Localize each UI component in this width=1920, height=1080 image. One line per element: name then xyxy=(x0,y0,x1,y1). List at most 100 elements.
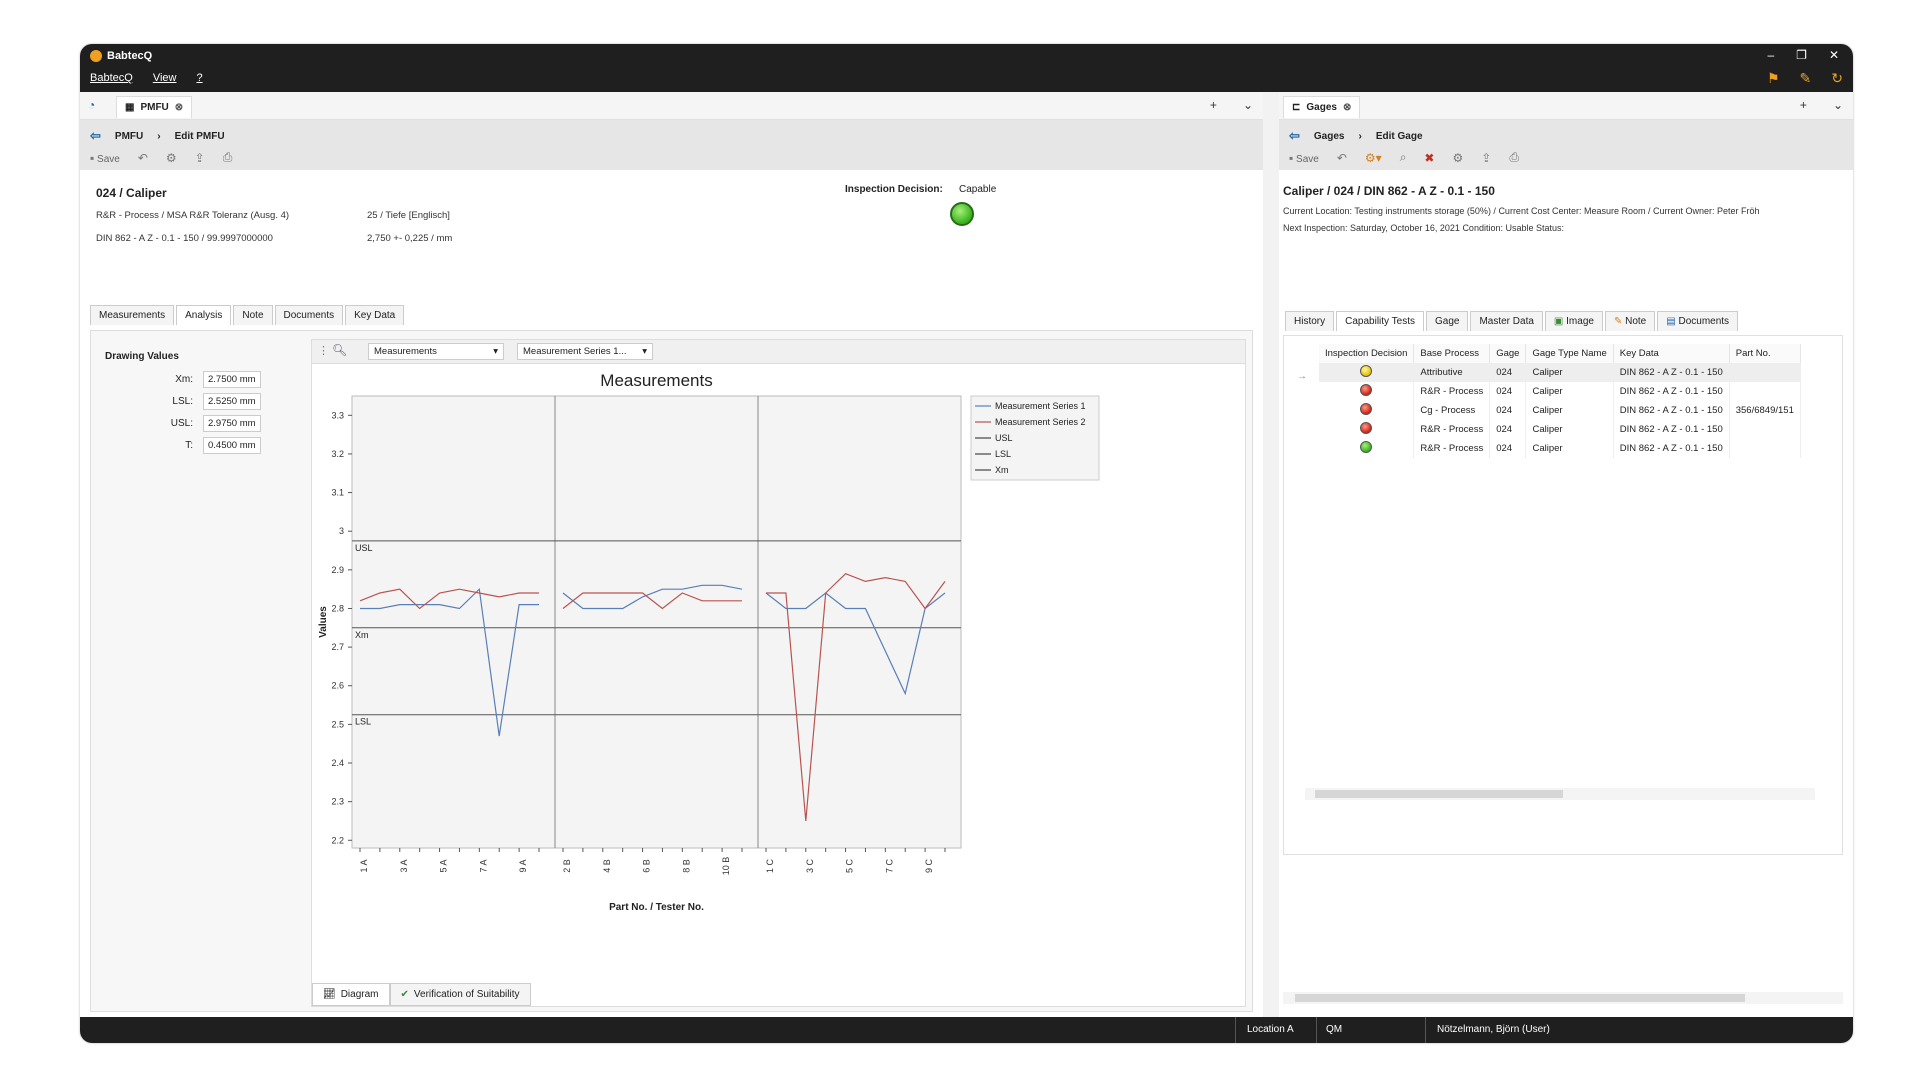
xm-field[interactable]: 2.7500 mm xyxy=(203,371,261,388)
save-button[interactable]: ▪ Save xyxy=(90,151,120,165)
add-tab-icon[interactable]: + xyxy=(1209,98,1217,112)
menu-bar: BabtecQ View ? xyxy=(90,72,203,84)
status-module: QM xyxy=(1326,1024,1343,1035)
key-data-cell: DIN 862 - A Z - 0.1 - 150 xyxy=(1613,439,1730,458)
tab-documents[interactable]: ▤ Documents xyxy=(1657,311,1739,331)
menu-babtecq[interactable]: BabtecQ xyxy=(90,72,133,84)
legend-label: Xm xyxy=(995,465,1009,475)
tab-image-label: Image xyxy=(1566,316,1594,327)
breadcrumb: ⇦ PMFU › Edit PMFU xyxy=(90,128,225,144)
users-icon[interactable]: ⚑ xyxy=(1766,70,1780,86)
horizontal-scrollbar[interactable] xyxy=(1305,788,1815,800)
gear-icon[interactable]: ⚙ xyxy=(165,150,177,165)
window-controls: – ❐ ✕ xyxy=(1767,48,1839,62)
decision-lamp-icon xyxy=(1360,403,1373,415)
tab-note[interactable]: Note xyxy=(233,305,273,325)
tab-verification[interactable]: ✔ Verification of Suitability xyxy=(389,983,531,1006)
undo-icon[interactable]: ↶ xyxy=(137,150,148,165)
scrollbar-thumb[interactable] xyxy=(1315,790,1563,798)
tab-capability-tests[interactable]: Capability Tests xyxy=(1336,311,1424,331)
col-gage-type-name[interactable]: Gage Type Name xyxy=(1525,344,1614,363)
tab-close-icon[interactable]: ⊗ xyxy=(1342,102,1352,113)
doc-tab-strip: ◔ ▦ PMFU ⊗ + ⌄ xyxy=(80,92,1263,120)
col-inspection-decision[interactable]: Inspection Decision xyxy=(1319,344,1415,363)
table-row[interactable]: Attributive 024 Caliper DIN 862 - A Z - 0.1… xyxy=(1319,363,1801,382)
back-arrow-icon[interactable]: ⇦ xyxy=(1289,128,1300,143)
col-base-process[interactable]: Base Process xyxy=(1413,344,1491,363)
search-icon[interactable]: ⌕ xyxy=(1399,150,1407,164)
toolbar-right: ▪ Save ↶ ⚙▾ ⌕ ✖ ⚙ ⇪ ⎙ xyxy=(1289,150,1519,165)
settings-icon[interactable]: ⚙▾ xyxy=(1364,150,1382,165)
series-1-line xyxy=(765,592,946,696)
status-user: Nötzelmann, Björn (User) xyxy=(1437,1024,1550,1035)
t-field[interactable]: 0.4500 mm xyxy=(203,437,261,454)
table-row[interactable]: R&R - Process 024 Caliper DIN 862 - A Z - 0… xyxy=(1319,420,1801,439)
chart-toolbar: ⋮ 🔍︎ Measurements ▾ Measurement Series 1… xyxy=(312,340,1245,364)
key-data-cell: DIN 862 - A Z - 0.1 - 150 xyxy=(1613,420,1730,439)
gage-type-cell: Caliper xyxy=(1525,420,1614,439)
tab-close-icon[interactable]: ⊗ xyxy=(174,102,184,113)
tab-gages[interactable]: ⊏ Gages ⊗ xyxy=(1283,96,1361,118)
lsl-field[interactable]: 2.5250 mm xyxy=(203,393,261,410)
app-title-text: BabtecQ xyxy=(107,50,153,62)
back-arrow-icon[interactable]: ⇦ xyxy=(90,128,101,143)
print-icon[interactable]: ⎙ xyxy=(1509,150,1519,164)
restore-icon[interactable]: ❐ xyxy=(1796,48,1807,62)
menu-help[interactable]: ? xyxy=(196,72,203,84)
x-tick-label: 5 C xyxy=(845,859,855,874)
table-row[interactable]: Cg - Process 024 Caliper DIN 862 - A Z - 0.… xyxy=(1319,401,1801,420)
bottom-scrollbar[interactable] xyxy=(1283,992,1843,1004)
tab-analysis[interactable]: Analysis xyxy=(176,305,232,325)
tab-image[interactable]: ▣ Image xyxy=(1544,311,1603,331)
breadcrumb-pmfu[interactable]: PMFU xyxy=(114,130,144,142)
gages-icon: ⊏ xyxy=(1292,102,1301,113)
reference-label-usl: USL xyxy=(355,543,373,553)
col-part-no[interactable]: Part No. xyxy=(1729,344,1801,363)
refresh-icon[interactable]: ↻ xyxy=(1831,70,1843,86)
print-icon[interactable]: ⎙ xyxy=(222,150,233,164)
bottom-scrollbar-thumb[interactable] xyxy=(1295,994,1745,1002)
export-icon[interactable]: ⇪ xyxy=(194,150,205,165)
minimize-icon[interactable]: – xyxy=(1767,48,1775,62)
breadcrumb-bar-right: ⇦ Gages › Edit Gage ▪ Save ↶ ⚙▾ ⌕ ✖ ⚙ ⇪ … xyxy=(1279,120,1853,170)
tab-measurements[interactable]: Measurements xyxy=(90,305,175,325)
x-tick-label: 6 B xyxy=(642,859,652,873)
undo-icon[interactable]: ↶ xyxy=(1336,150,1347,165)
add-tab-icon[interactable]: + xyxy=(1799,98,1807,112)
save-button[interactable]: ▪ Save xyxy=(1289,151,1319,165)
tab-diagram[interactable]: 📈︎ Diagram xyxy=(312,983,390,1006)
close-icon[interactable]: ✕ xyxy=(1828,48,1839,62)
zoom-icon[interactable]: 🔍︎ xyxy=(332,343,348,357)
table-row[interactable]: R&R - Process 024 Caliper DIN 862 - A Z - 0… xyxy=(1319,382,1801,401)
menu-view[interactable]: View xyxy=(152,72,177,84)
tab-history[interactable]: History xyxy=(1285,311,1335,331)
table-row[interactable]: R&R - Process 024 Caliper DIN 862 - A Z - 0… xyxy=(1319,439,1801,458)
tab-gage[interactable]: Gage xyxy=(1425,311,1469,331)
tab-note[interactable]: ✎ Note xyxy=(1604,311,1656,331)
gages-pane: ⊏ Gages ⊗ + ⌄ ⇦ Gages › Edit Gage ▪ Save… xyxy=(1279,92,1853,1017)
tab-menu-icon[interactable]: ⌄ xyxy=(1832,98,1843,112)
title-tools: ⚑ ✎ ↻ xyxy=(1767,70,1843,87)
col-key-data[interactable]: Key Data xyxy=(1613,344,1730,363)
tab-gages-label: Gages xyxy=(1306,102,1337,113)
breadcrumb-edit-gage[interactable]: Edit Gage xyxy=(1375,130,1423,142)
export-icon[interactable]: ⇪ xyxy=(1481,150,1492,165)
series-select[interactable]: Measurement Series 1... ▾ xyxy=(517,343,653,360)
breadcrumb-edit-pmfu[interactable]: Edit PMFU xyxy=(174,130,225,142)
dashboard-icon[interactable]: ◔ xyxy=(88,98,96,112)
tab-key-data[interactable]: Key Data xyxy=(345,305,405,325)
col-gage[interactable]: Gage xyxy=(1489,344,1527,363)
chart-type-select[interactable]: Measurements ▾ xyxy=(368,343,504,360)
tab-master-data[interactable]: Master Data xyxy=(1470,311,1543,331)
usl-field[interactable]: 2.9750 mm xyxy=(203,415,261,432)
gear-icon[interactable]: ⚙ xyxy=(1452,150,1464,165)
part-no-cell xyxy=(1729,420,1801,439)
breadcrumb-gages[interactable]: Gages xyxy=(1313,130,1345,142)
tab-menu-icon[interactable]: ⌄ xyxy=(1242,98,1253,112)
edit-icon[interactable]: ✎ xyxy=(1799,70,1812,86)
legend-label: Measurement Series 1 xyxy=(995,401,1086,411)
tab-documents[interactable]: Documents xyxy=(274,305,344,325)
delete-icon[interactable]: ✖ xyxy=(1424,150,1435,165)
gage-cell: 024 xyxy=(1489,439,1527,458)
tab-pmfu[interactable]: ▦ PMFU ⊗ xyxy=(116,96,193,118)
